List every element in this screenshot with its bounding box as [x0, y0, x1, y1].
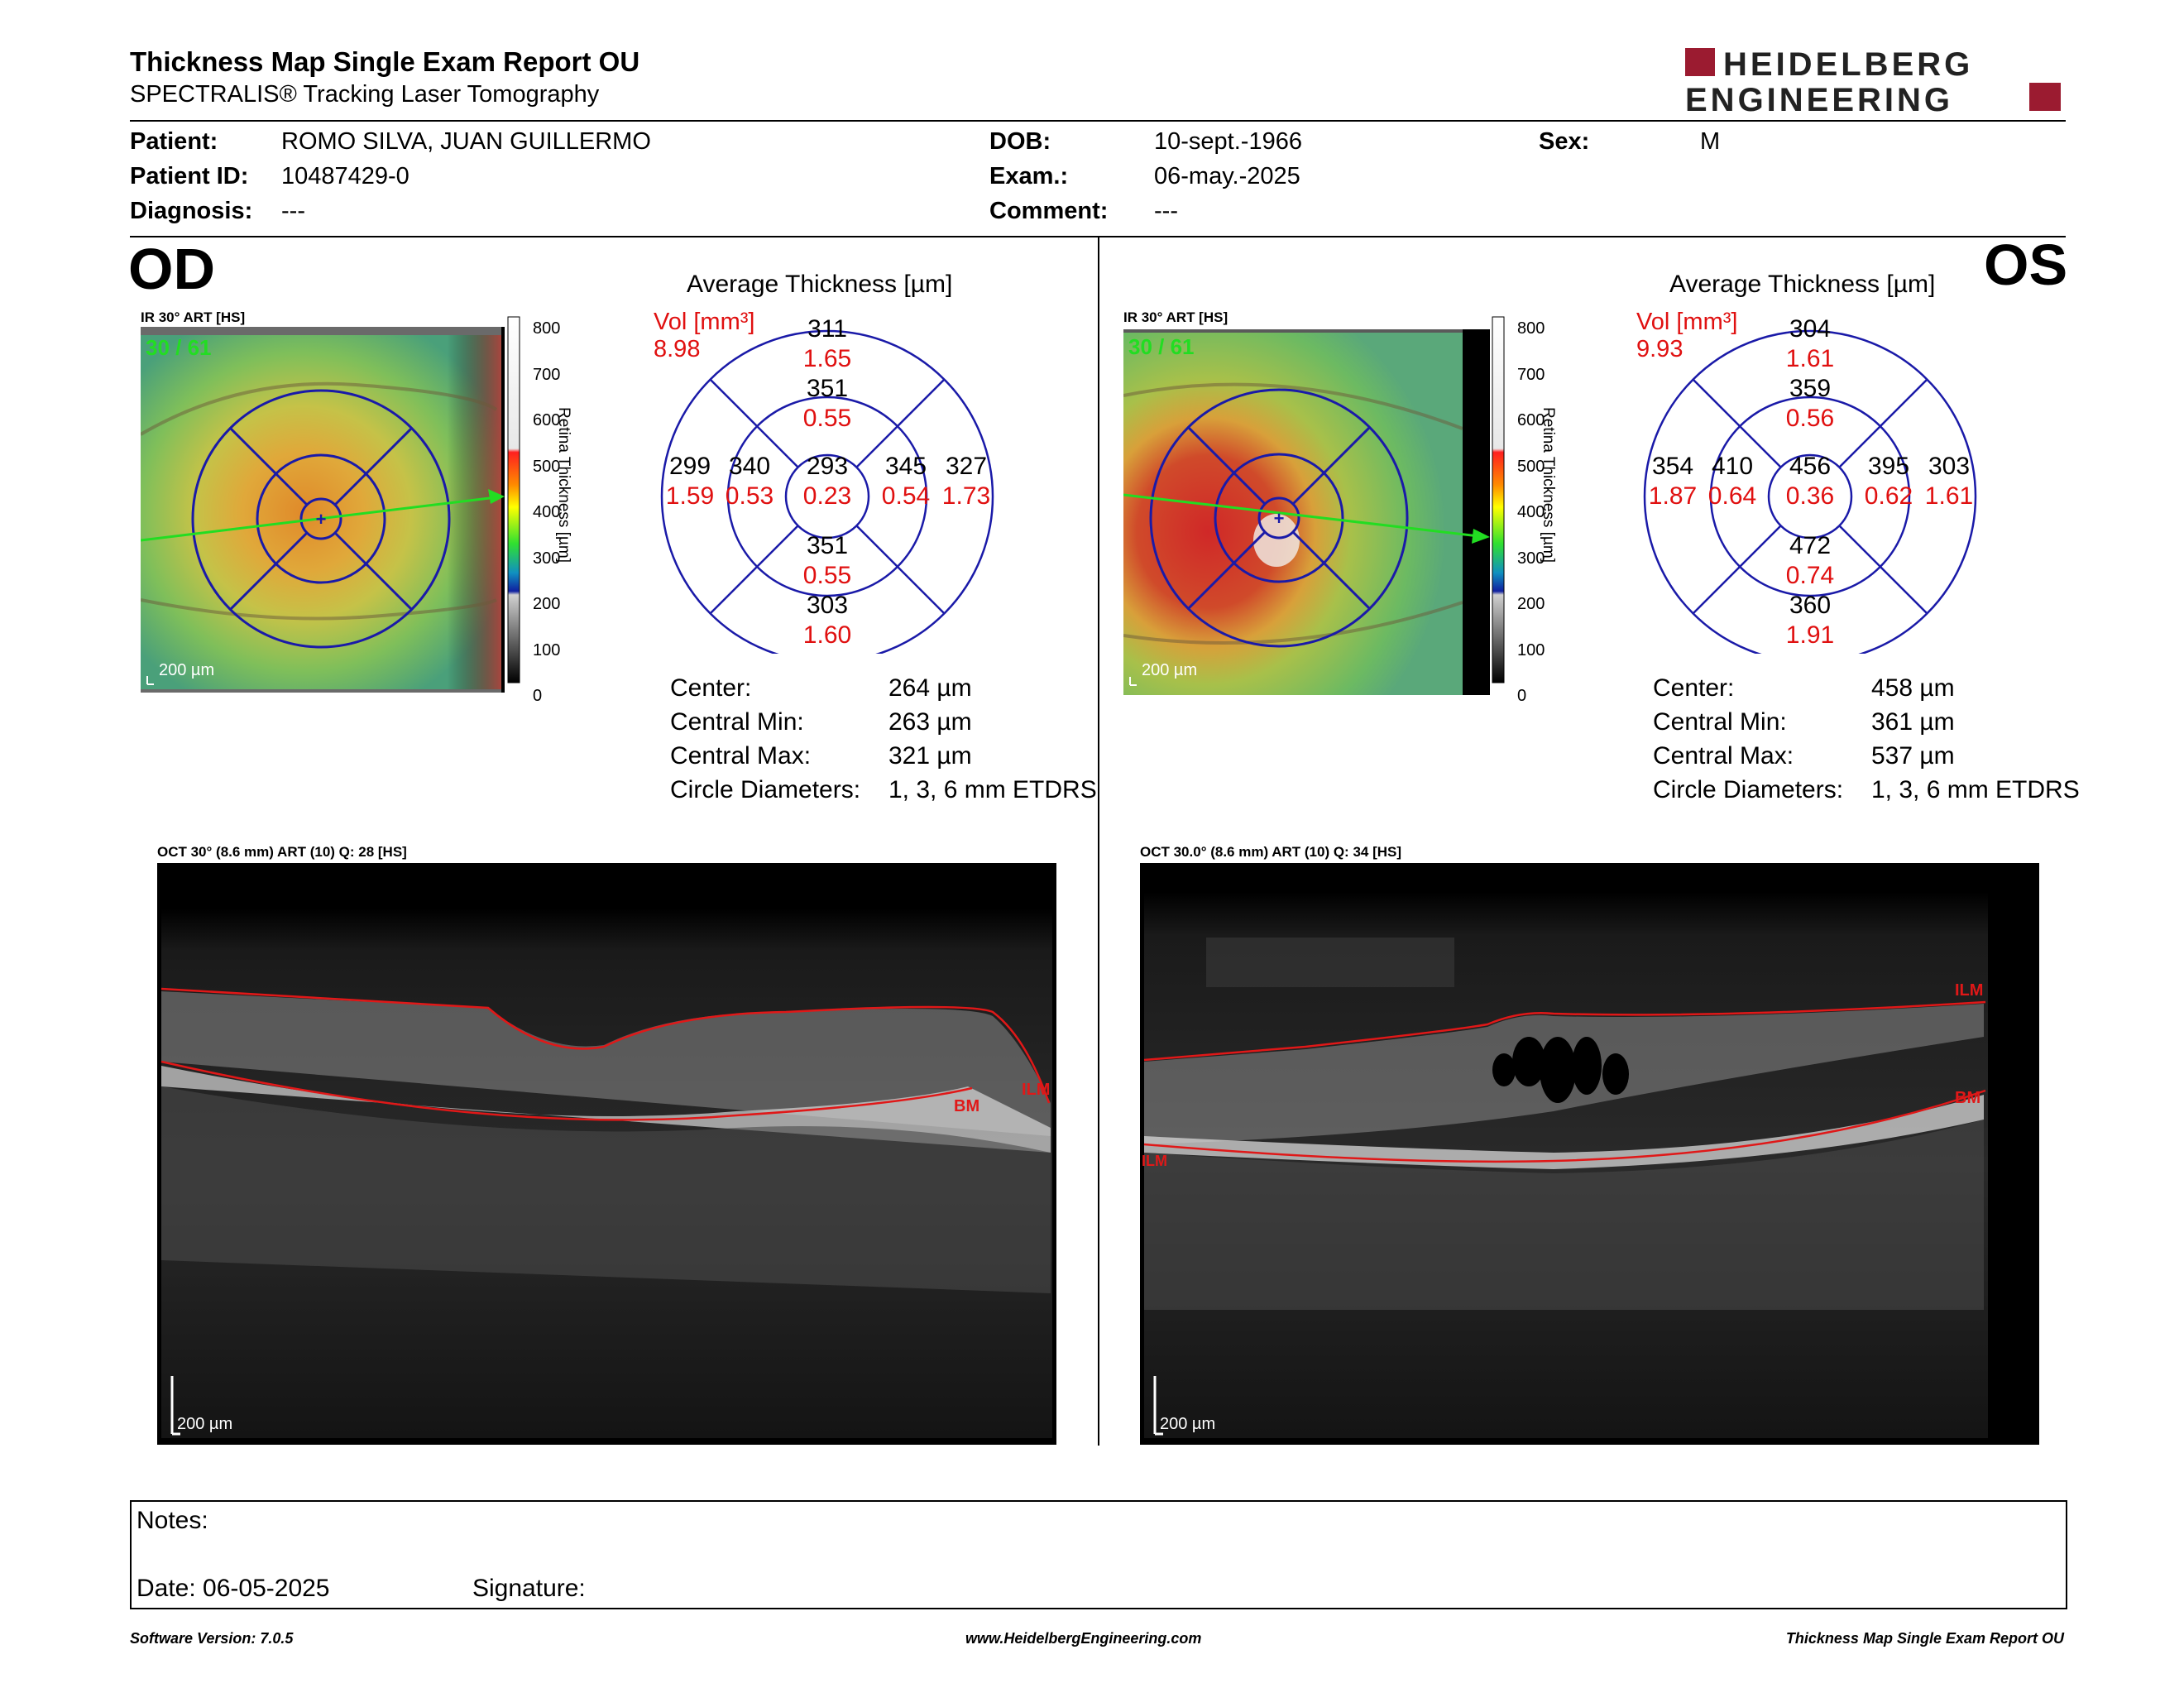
footer-report-name: Thickness Map Single Exam Report OU — [1785, 1630, 2064, 1647]
notes-label: Notes: — [136, 1507, 208, 1534]
od-oct-scale: 200 µm — [177, 1415, 232, 1433]
report-title: Thickness Map Single Exam Report OU — [130, 46, 640, 77]
od-oct-label: OCT 30° (8.6 mm) ART (10) Q: 28 [HS] — [157, 844, 407, 860]
heidelberg-logo: HEIDELBERG ENGINEERING — [1684, 45, 2064, 118]
dob-label: DOB: — [989, 128, 1051, 155]
diagnosis-value: --- — [281, 198, 305, 224]
eye-label-os: OS — [1984, 233, 2068, 297]
header-rule — [130, 120, 2066, 122]
od-sector-inner-temporal: 340 0.53 — [725, 453, 774, 510]
logo-line2: ENGINEERING — [1685, 82, 1953, 116]
os-sector-inner-nasal: 410 0.64 — [1707, 453, 1757, 510]
os-ir-label: IR 30° ART [HS] — [1123, 309, 1228, 325]
dob-value: 10-sept.-1966 — [1154, 128, 1302, 155]
od-colorbar — [506, 310, 597, 691]
od-sector-inner-nasal: 345 0.54 — [881, 453, 931, 510]
os-colorbar-title: Retina Thickness [µm] — [1540, 407, 1557, 563]
logo-line1: HEIDELBERG — [1723, 46, 1973, 83]
od-sector-center: 293 0.23 — [802, 453, 852, 510]
os-sector-outer-temporal: 303 1.61 — [1924, 453, 1974, 510]
notes-box[interactable]: Notes: Date: 06-05-2025 Signature: — [130, 1500, 2067, 1609]
patient-id-label: Patient ID: — [130, 163, 249, 189]
comment-label: Comment: — [989, 198, 1109, 224]
exam-date: 06-may.-2025 — [1154, 163, 1300, 189]
info-rule — [130, 236, 2066, 237]
od-sector-outer-temporal: 299 1.59 — [665, 453, 715, 510]
od-oct-bm-label: BM — [954, 1097, 979, 1115]
patient-label: Patient: — [130, 128, 218, 155]
os-colorbar-ticks: 800 700 600 500 400 300 200 100 0 — [1517, 319, 1545, 705]
od-colorbar-ticks: 800 700 600 500 400 300 200 100 0 — [533, 319, 561, 705]
center-divider — [1098, 237, 1099, 1446]
od-oct-ilm-label: ILM — [1022, 1081, 1050, 1099]
os-sector-inner-temporal: 395 0.62 — [1864, 453, 1913, 510]
os-frame-count: 30 / 61 — [1128, 334, 1195, 359]
od-oct-scan: BM ILM 200 µm — [157, 863, 1056, 1445]
eye-label-od: OD — [128, 237, 215, 301]
comment-value: --- — [1154, 198, 1178, 224]
od-ir-label: IR 30° ART [HS] — [141, 309, 246, 325]
os-sector-inner-inf: 472 0.74 — [1785, 532, 1835, 589]
os-oct-ilm-left-label: ILM — [1142, 1153, 1167, 1169]
od-etdrs-chart — [645, 273, 1018, 664]
os-oct-label: OCT 30.0° (8.6 mm) ART (10) Q: 34 [HS] — [1140, 844, 1402, 860]
od-fundus-scale: 200 µm — [159, 661, 214, 679]
os-sector-outer-inf: 360 1.91 — [1785, 592, 1835, 649]
svg-text:+: + — [1274, 508, 1285, 529]
od-colorbar-title: Retina Thickness [µm] — [555, 407, 572, 563]
sex-value: M — [1700, 128, 1721, 155]
os-sector-center: 456 0.36 — [1785, 453, 1835, 510]
os-fundus-scale: 200 µm — [1142, 661, 1197, 679]
sex-label: Sex: — [1539, 128, 1590, 155]
diagnosis-label: Diagnosis: — [130, 198, 253, 224]
os-stats-values: 458 µm 361 µm 537 µm 1, 3, 6 mm ETDRS — [1871, 674, 2080, 803]
od-thickness-map: + 30 / 61 200 µm — [139, 327, 505, 693]
date-label: Date: 06-05-2025 — [136, 1575, 330, 1602]
patient-name: ROMO SILVA, JUAN GUILLERMO — [281, 128, 651, 155]
os-oct-scale: 200 µm — [1160, 1415, 1215, 1433]
od-stats-values: 264 µm 263 µm 321 µm 1, 3, 6 mm ETDRS — [888, 674, 1097, 803]
footer-version: Software Version: 7.0.5 — [130, 1630, 294, 1647]
od-sector-outer-inf: 303 1.60 — [802, 592, 852, 649]
os-sector-inner-sup: 359 0.56 — [1785, 375, 1835, 432]
od-sector-inner-sup: 351 0.55 — [802, 375, 852, 432]
os-oct-bm-label: BM — [1955, 1089, 1980, 1107]
od-frame-count: 30 / 61 — [146, 335, 212, 360]
os-colorbar — [1491, 310, 1582, 691]
svg-text:+: + — [316, 509, 327, 530]
exam-label: Exam.: — [989, 163, 1069, 189]
od-sector-outer-sup: 311 1.65 — [802, 315, 852, 372]
od-stats-labels: Center: Central Min: Central Max: Circle D… — [670, 674, 861, 803]
report-subtitle: SPECTRALIS® Tracking Laser Tomography — [130, 81, 600, 108]
os-thickness-map: + 30 / 61 200 µm — [1123, 329, 1490, 695]
od-avg-thickness-title: Average Thickness [µm] — [687, 271, 953, 298]
os-sector-outer-sup: 304 1.61 — [1785, 315, 1835, 372]
od-sector-inner-inf: 351 0.55 — [802, 532, 852, 589]
footer-website[interactable]: www.HeidelbergEngineering.com — [965, 1630, 1202, 1647]
os-sector-outer-nasal: 354 1.87 — [1648, 453, 1698, 510]
od-volume-header: Vol [mm³] 8.98 — [654, 309, 755, 362]
signature-label: Signature: — [472, 1575, 586, 1602]
os-avg-thickness-title: Average Thickness [µm] — [1669, 271, 1936, 298]
os-oct-scan: ILM BM ILM 200 µm — [1140, 863, 2039, 1445]
os-stats-labels: Center: Central Min: Central Max: Circle D… — [1653, 674, 1844, 803]
os-oct-ilm-label: ILM — [1955, 981, 1983, 1000]
os-volume-header: Vol [mm³] 9.93 — [1636, 309, 1738, 362]
patient-id: 10487429-0 — [281, 163, 410, 189]
od-sector-outer-nasal: 327 1.73 — [941, 453, 991, 510]
